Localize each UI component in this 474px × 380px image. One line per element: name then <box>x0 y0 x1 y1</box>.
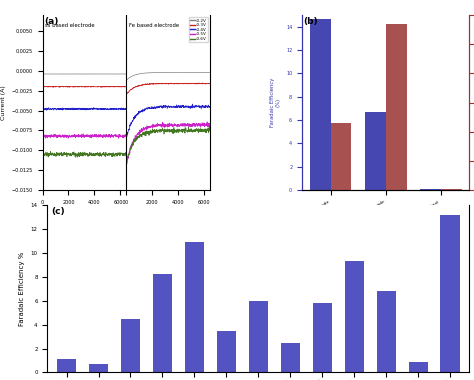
-0.3V <box>164 81 170 86</box>
-0.2V <box>164 70 169 75</box>
-0.6V <box>192 129 198 134</box>
-0.4V <box>190 102 195 106</box>
Line: -0.2V: -0.2V <box>126 72 210 80</box>
-0.3V <box>124 92 129 97</box>
-0.6V <box>163 128 169 133</box>
Bar <box>57 359 76 372</box>
-0.6V <box>123 161 129 166</box>
-0.5V <box>207 122 213 127</box>
-0.4V <box>164 104 169 109</box>
-0.6V <box>169 128 174 133</box>
-0.2V <box>123 78 129 82</box>
-0.3V <box>123 92 129 97</box>
-0.6V <box>205 128 211 133</box>
-0.2V <box>192 70 198 75</box>
Line: -0.5V: -0.5V <box>126 122 210 166</box>
Bar <box>89 364 108 372</box>
-0.6V <box>164 128 169 132</box>
-0.5V <box>192 124 198 128</box>
-0.2V <box>163 70 169 75</box>
Legend: -0.2V, -0.3V, -0.4V, -0.5V, -0.6V: -0.2V, -0.3V, -0.4V, -0.5V, -0.6V <box>189 17 208 42</box>
-0.3V <box>207 81 213 86</box>
Bar <box>249 301 268 372</box>
Bar <box>313 303 332 372</box>
Bar <box>409 362 428 372</box>
-0.6V <box>173 130 179 135</box>
Y-axis label: Faradaic Efficiency %: Faradaic Efficiency % <box>19 252 25 326</box>
Text: ss based electrode: ss based electrode <box>45 23 95 28</box>
-0.4V <box>207 105 213 109</box>
Text: (a): (a) <box>45 17 59 26</box>
Bar <box>440 215 460 372</box>
Bar <box>365 112 386 190</box>
-0.3V <box>169 81 174 86</box>
-0.5V <box>164 123 169 128</box>
X-axis label: Time (s): Time (s) <box>114 210 139 215</box>
Bar <box>330 123 351 190</box>
Bar <box>310 19 330 190</box>
Bar <box>386 24 407 190</box>
Line: -0.6V: -0.6V <box>126 127 210 163</box>
-0.3V <box>205 81 211 86</box>
Bar <box>121 319 140 372</box>
Bar <box>153 274 172 372</box>
-0.4V <box>205 105 211 109</box>
-0.6V <box>207 125 212 129</box>
-0.3V <box>192 81 198 86</box>
-0.2V <box>205 70 211 75</box>
-0.5V <box>169 123 174 128</box>
-0.5V <box>124 164 129 168</box>
Bar <box>376 291 396 372</box>
-0.3V <box>173 81 179 86</box>
-0.5V <box>123 163 129 167</box>
-0.6V <box>207 129 213 134</box>
Line: -0.3V: -0.3V <box>126 83 210 95</box>
-0.4V <box>169 105 174 109</box>
-0.4V <box>163 104 169 109</box>
Text: Fe based electrode: Fe based electrode <box>129 23 179 28</box>
-0.5V <box>205 124 211 128</box>
-0.5V <box>164 122 170 127</box>
-0.3V <box>200 81 206 85</box>
Text: (c): (c) <box>52 207 65 216</box>
Text: (b): (b) <box>304 17 318 26</box>
-0.2V <box>187 70 193 74</box>
-0.5V <box>173 124 179 128</box>
Bar <box>441 189 462 190</box>
Y-axis label: Faradaic Efficiency
(%): Faradaic Efficiency (%) <box>270 78 281 127</box>
-0.2V <box>169 70 174 75</box>
Bar <box>185 242 204 372</box>
-0.4V <box>123 136 129 140</box>
-0.4V <box>192 105 198 109</box>
Line: -0.4V: -0.4V <box>126 104 210 138</box>
Bar <box>217 331 236 372</box>
-0.3V <box>164 81 169 86</box>
-0.4V <box>173 106 179 110</box>
Bar <box>345 261 364 372</box>
Bar <box>281 342 300 372</box>
Y-axis label: Current (A): Current (A) <box>1 85 6 120</box>
-0.2V <box>173 70 179 75</box>
-0.5V <box>204 119 210 124</box>
Bar <box>420 189 441 190</box>
-0.2V <box>207 70 213 75</box>
